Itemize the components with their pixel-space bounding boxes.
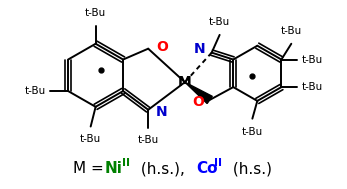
Text: II: II — [214, 158, 222, 168]
Text: M: M — [178, 75, 192, 89]
Text: Co: Co — [196, 161, 217, 176]
Polygon shape — [185, 82, 212, 104]
Text: t-Bu: t-Bu — [242, 126, 263, 136]
Text: t-Bu: t-Bu — [80, 134, 101, 144]
Text: (h.s.),: (h.s.), — [136, 161, 190, 176]
Text: II: II — [122, 158, 130, 168]
Text: t-Bu: t-Bu — [209, 17, 230, 27]
Text: t-Bu: t-Bu — [25, 86, 46, 96]
Text: t-Bu: t-Bu — [85, 8, 106, 18]
Text: M =: M = — [73, 161, 109, 176]
Text: O: O — [156, 40, 168, 54]
Text: t-Bu: t-Bu — [281, 26, 302, 36]
Text: Ni: Ni — [104, 161, 122, 176]
Text: N: N — [156, 105, 168, 119]
Text: N: N — [194, 42, 206, 56]
Text: t-Bu: t-Bu — [301, 82, 322, 92]
Text: t-Bu: t-Bu — [137, 135, 159, 145]
Text: (h.s.): (h.s.) — [228, 161, 272, 176]
Text: t-Bu: t-Bu — [301, 54, 322, 64]
Text: O: O — [192, 95, 204, 109]
